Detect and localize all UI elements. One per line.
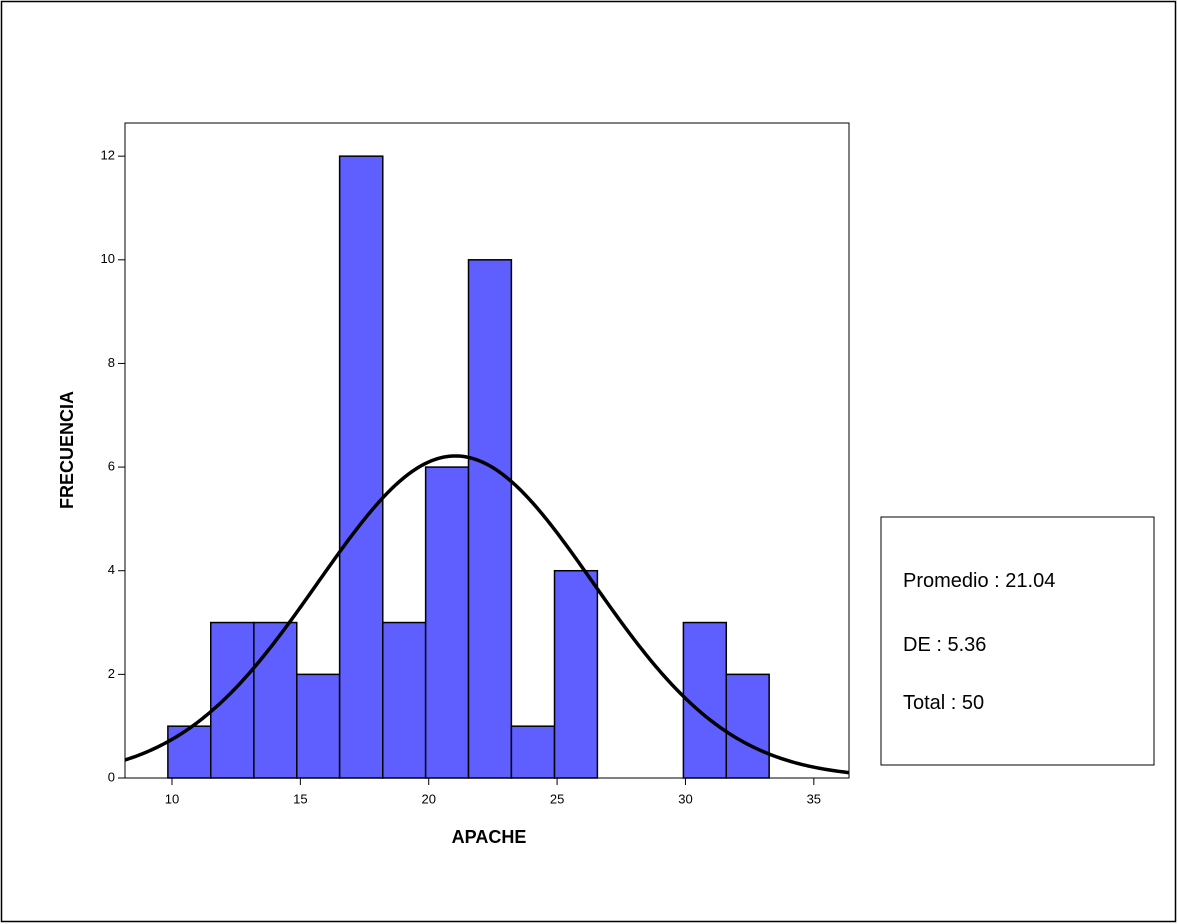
x-tick-label: 30 [678,791,692,806]
stat-line: Promedio : 21.04 [903,570,1055,592]
y-tick-label: 2 [108,666,115,681]
stats-box [880,516,1155,766]
y-tick-label: 6 [108,459,115,474]
stat-line: DE : 5.36 [903,634,986,656]
bar [338,155,384,779]
normal-curve [124,454,850,775]
bar [682,621,728,779]
y-tick-label: 8 [108,355,115,370]
stat-label: Total : [903,692,956,714]
bar [510,725,556,779]
x-tick-label: 35 [807,791,821,806]
stat-line: Total : 50 [903,692,984,714]
x-axis-title: APACHE [452,827,527,847]
bar [553,569,599,779]
bar [424,466,470,779]
x-tick-label: 25 [550,791,564,806]
y-tick-label: 4 [108,562,115,577]
bar [210,621,255,779]
x-tick-label: 10 [165,791,179,806]
stat-label: Promedio : [903,570,1000,592]
bar [167,725,212,779]
y-tick-label: 10 [101,251,115,266]
bar [296,673,341,779]
stat-label: DE : [903,634,942,656]
stat-value: 50 [962,692,984,714]
stat-value: 5.36 [947,634,986,656]
stat-value: 21.04 [1005,570,1055,592]
bar [725,673,770,779]
bar [467,259,513,779]
bar [382,621,427,779]
y-tick-label: 0 [108,769,115,784]
y-tick-label: 12 [101,148,115,163]
y-axis-title: FRECUENCIA [57,391,77,509]
x-tick-label: 20 [421,791,435,806]
x-tick-label: 15 [293,791,307,806]
bar [253,621,298,779]
